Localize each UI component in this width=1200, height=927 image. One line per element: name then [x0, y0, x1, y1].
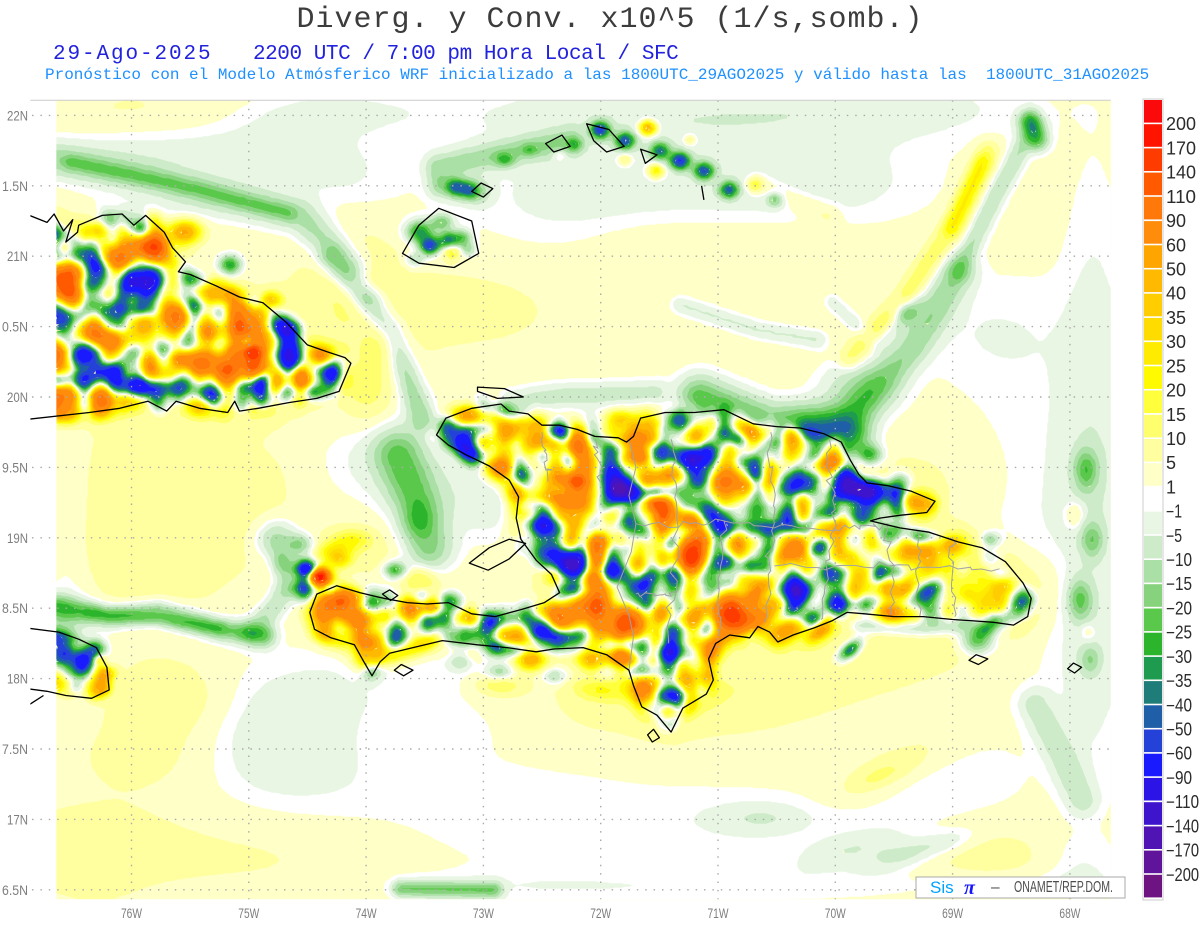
svg-text:60: 60: [1166, 235, 1186, 255]
svg-text:90: 90: [1166, 211, 1186, 231]
svg-text:70W: 70W: [825, 905, 847, 921]
svg-text:140: 140: [1166, 163, 1196, 183]
svg-text:−10: −10: [1166, 550, 1192, 570]
svg-text:−140: −140: [1166, 816, 1199, 836]
svg-text:−200: −200: [1166, 865, 1199, 885]
svg-text:9.5N: 9.5N: [2, 459, 28, 475]
svg-text:76W: 76W: [121, 905, 143, 921]
svg-text:73W: 73W: [473, 905, 495, 921]
svg-text:68W: 68W: [1059, 905, 1081, 921]
svg-text:−35: −35: [1166, 671, 1192, 691]
svg-text:−110: −110: [1166, 792, 1199, 812]
svg-text:−15: −15: [1166, 574, 1192, 594]
svg-text:74W: 74W: [356, 905, 378, 921]
svg-text:−5: −5: [1166, 526, 1182, 546]
svg-text:40: 40: [1166, 284, 1186, 304]
svg-text:15: 15: [1166, 405, 1186, 425]
svg-text:75W: 75W: [238, 905, 260, 921]
svg-text:1.5N: 1.5N: [2, 178, 28, 194]
svg-text:110: 110: [1166, 187, 1196, 207]
svg-text:20N: 20N: [7, 389, 28, 405]
svg-text:71W: 71W: [708, 905, 730, 921]
svg-text:−1: −1: [1166, 502, 1182, 522]
svg-text:170: 170: [1166, 138, 1196, 158]
svg-text:21N: 21N: [7, 248, 28, 264]
svg-text:−25: −25: [1166, 623, 1192, 643]
svg-text:50: 50: [1166, 260, 1186, 280]
svg-text:5: 5: [1166, 453, 1176, 473]
svg-text:–: –: [991, 879, 1000, 896]
svg-text:18N: 18N: [7, 671, 28, 687]
svg-text:10: 10: [1166, 429, 1186, 449]
svg-text:π: π: [964, 877, 976, 899]
svg-text:−170: −170: [1166, 841, 1199, 861]
svg-text:−30: −30: [1166, 647, 1192, 667]
svg-text:20: 20: [1166, 381, 1186, 401]
svg-text:Sis: Sis: [930, 878, 954, 897]
svg-text:22N: 22N: [7, 107, 28, 123]
svg-text:−20: −20: [1166, 599, 1192, 619]
svg-text:19N: 19N: [7, 530, 28, 546]
svg-text:69W: 69W: [942, 905, 964, 921]
svg-text:−60: −60: [1166, 744, 1192, 764]
svg-text:−50: −50: [1166, 720, 1192, 740]
svg-text:35: 35: [1166, 308, 1186, 328]
svg-text:6.5N: 6.5N: [2, 882, 28, 898]
svg-text:17N: 17N: [7, 811, 28, 827]
svg-text:72W: 72W: [590, 905, 612, 921]
svg-text:ONAMET/REP.DOM.: ONAMET/REP.DOM.: [1014, 879, 1113, 896]
svg-text:7.5N: 7.5N: [2, 741, 28, 757]
svg-text:200: 200: [1166, 114, 1196, 134]
svg-text:25: 25: [1166, 356, 1186, 376]
svg-text:−40: −40: [1166, 695, 1192, 715]
svg-text:−90: −90: [1166, 768, 1192, 788]
svg-text:1: 1: [1166, 477, 1176, 497]
svg-text:0.5N: 0.5N: [2, 319, 28, 335]
svg-text:8.5N: 8.5N: [2, 600, 28, 616]
svg-text:30: 30: [1166, 332, 1186, 352]
